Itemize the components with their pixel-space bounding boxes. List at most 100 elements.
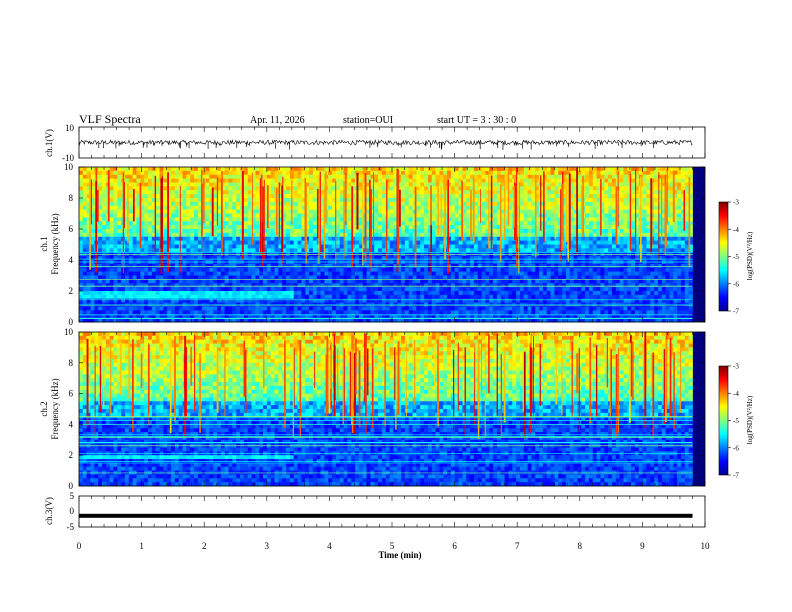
spectrogram-cell	[550, 221, 555, 226]
spectrogram-cell	[305, 221, 310, 226]
spectrogram-cell	[431, 267, 436, 273]
spectrogram-cell	[688, 213, 693, 218]
spectrogram-cell	[140, 256, 145, 261]
spectrogram-cell	[592, 213, 598, 218]
spectrogram-cell	[450, 267, 456, 273]
spectrogram-cell	[324, 275, 329, 280]
spectrogram-cell	[634, 236, 640, 242]
spectrogram-cell	[213, 221, 218, 226]
spectrogram-cell	[278, 271, 283, 276]
spectrogram-cell	[431, 221, 436, 226]
spectrogram-cell	[305, 190, 310, 195]
spectrogram-cell	[508, 236, 513, 242]
spectrogram-cell	[573, 221, 578, 226]
spectrogram-cell	[404, 236, 410, 242]
spectrogram-cell	[90, 213, 95, 218]
spectrogram-cell	[370, 248, 375, 253]
spectrogram-cell	[496, 271, 502, 276]
spectrogram-cell	[500, 167, 505, 172]
spectrogram-cell	[657, 178, 663, 183]
spectrogram-cell	[151, 267, 157, 273]
spectrogram-cell	[462, 275, 467, 280]
spectrogram-cell	[539, 167, 544, 172]
spectrogram-cell	[431, 225, 436, 230]
spectrogram-cell	[604, 267, 609, 273]
spectrogram-cell	[217, 256, 222, 261]
spectrogram-cell	[462, 170, 467, 176]
spectrogram-cell	[286, 275, 291, 280]
spectrogram-cell	[243, 225, 249, 230]
spectrogram-cell	[358, 244, 364, 249]
spectrogram-cell	[109, 283, 114, 288]
spectrogram-cell	[546, 267, 552, 273]
spectrogram-cell	[251, 244, 256, 249]
spectrogram-cell	[665, 256, 670, 261]
spectrogram-cell	[585, 170, 590, 176]
spectrogram-cell	[481, 236, 486, 242]
spectrogram-cell	[424, 232, 429, 238]
spectrogram-cell	[454, 170, 459, 176]
spectrogram-cell	[546, 194, 552, 199]
spectrogram-cell	[680, 229, 686, 234]
spectrogram-cell	[634, 190, 640, 195]
spectrogram-cell	[519, 194, 525, 199]
spectrogram-cell	[255, 167, 260, 172]
spectrogram-cell	[673, 213, 678, 218]
spectrogram-cell	[646, 279, 651, 284]
spectrogram-cell	[293, 167, 298, 172]
spectrogram-cell	[500, 279, 505, 284]
spectrogram-cell	[274, 167, 279, 172]
spectrogram-cell	[263, 256, 268, 261]
spectrogram-cell	[186, 232, 191, 238]
spectrogram-cell	[688, 170, 693, 176]
spectrogram-cell	[642, 186, 647, 191]
spectrogram-cell	[205, 174, 210, 180]
spectrogram-cell	[358, 225, 364, 230]
spectrogram-cell	[82, 275, 88, 280]
spectrogram-cell	[485, 279, 490, 284]
spectrogram-cell	[335, 271, 341, 276]
spectrogram-cell	[615, 256, 621, 261]
spectrogram-cell	[527, 244, 532, 249]
spectrogram-cell	[569, 209, 575, 214]
spectrogram-cell	[539, 232, 544, 238]
spectrogram-cell	[148, 194, 153, 199]
spectrogram-cell	[611, 229, 617, 234]
spectrogram-cell	[90, 271, 95, 276]
spectrogram-cell	[79, 170, 84, 176]
spectrogram-cell	[585, 213, 590, 218]
spectrogram-cell	[550, 190, 555, 195]
spectrogram-cell	[527, 178, 532, 183]
spectrogram-cell	[224, 174, 229, 180]
spectrogram-cell	[401, 182, 406, 187]
spectrogram-cell	[581, 256, 586, 261]
spectrogram-cell	[519, 240, 525, 245]
spectrogram-cell	[358, 205, 364, 211]
spectrogram-cell	[163, 170, 168, 176]
spectrogram-cell	[270, 221, 275, 226]
spectrogram-cell	[642, 167, 647, 172]
spectrogram-cell	[527, 186, 532, 191]
spectrogram-cell	[450, 232, 456, 238]
spectrogram-cell	[255, 186, 260, 191]
spectrogram-cell	[500, 275, 505, 280]
spectrogram-cell	[408, 279, 413, 284]
spectrogram-cell	[125, 283, 130, 288]
spectrogram-cell	[305, 209, 310, 214]
spectrogram-cell	[519, 205, 525, 211]
spectrogram-cell	[416, 217, 421, 222]
spectrogram-cell	[163, 182, 168, 187]
spectrogram-cell	[297, 205, 302, 211]
spectrogram-cell	[171, 229, 176, 234]
spectrogram-cell	[393, 174, 398, 180]
spectrogram-cell	[297, 236, 302, 242]
spectrogram-cell	[312, 209, 318, 214]
spectrogram-cell	[343, 271, 348, 276]
spectrogram-cell	[554, 229, 559, 234]
spectrogram-cell	[155, 205, 160, 211]
spectrogram-cell	[504, 236, 509, 242]
spectrogram-cell	[592, 170, 598, 176]
spectrogram-cell	[454, 225, 459, 230]
spectrogram-cell	[493, 198, 498, 203]
spectrogram-cell	[519, 221, 525, 226]
